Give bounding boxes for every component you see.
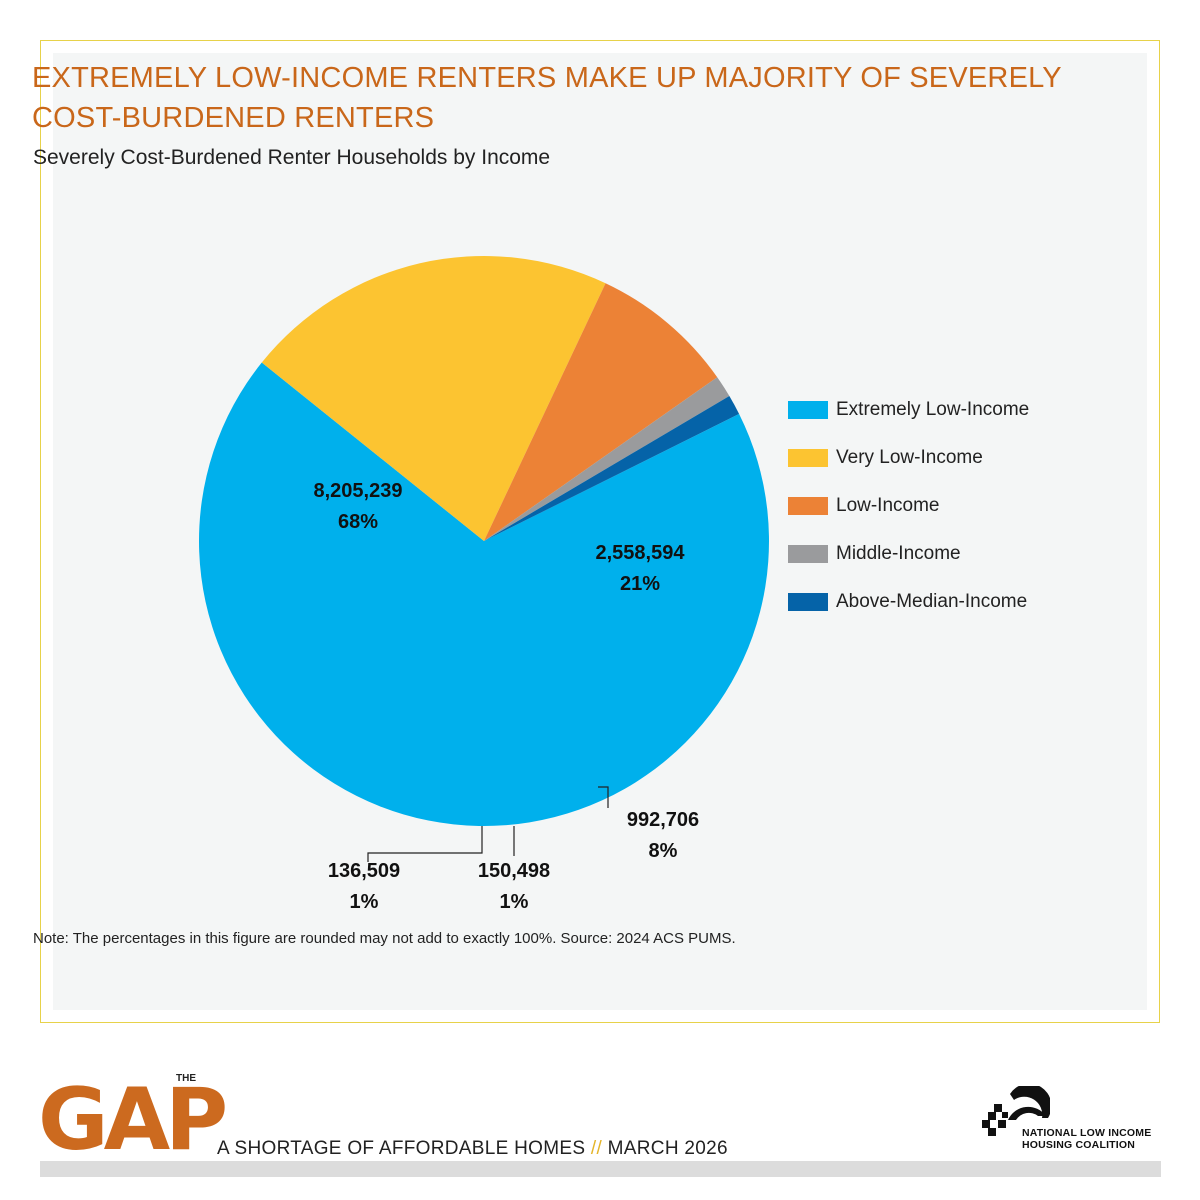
leader-lines bbox=[367, 786, 609, 862]
slice-percent-label: 21% bbox=[620, 573, 660, 595]
legend-label: Low-Income bbox=[836, 495, 940, 516]
slice-value-label: 8,205,239 bbox=[314, 480, 403, 502]
slice-value-label: 136,509 bbox=[328, 860, 400, 882]
slice-percent-label: 1% bbox=[350, 891, 379, 913]
slice-value-label: 150,498 bbox=[478, 860, 550, 882]
legend-item: Very Low-Income bbox=[788, 434, 1029, 482]
nlihc-name-line2: HOUSING COALITION bbox=[1022, 1139, 1136, 1151]
slice-middle-income bbox=[484, 377, 730, 541]
tagline-title: A SHORTAGE OF AFFORDABLE HOMES bbox=[217, 1138, 586, 1159]
tagline-date: MARCH 2026 bbox=[607, 1138, 728, 1159]
leader-line bbox=[367, 826, 483, 862]
slice-percent-label: 1% bbox=[500, 891, 529, 913]
nlihc-name: NATIONAL LOW INCOME HOUSING COALITION bbox=[1022, 1127, 1151, 1151]
legend-item: Extremely Low-Income bbox=[788, 386, 1029, 434]
slice-low-income bbox=[484, 283, 718, 541]
legend: Extremely Low-Income Very Low-Income Low-I… bbox=[788, 386, 1029, 626]
footer-bar bbox=[40, 1161, 1161, 1177]
pie-slices bbox=[199, 255, 769, 826]
nlihc-house-icon bbox=[982, 1086, 1050, 1136]
slice-value-label: 2,558,594 bbox=[596, 542, 686, 564]
slice-percent-label: 8% bbox=[649, 840, 678, 862]
legend-swatch bbox=[788, 497, 828, 515]
report-tagline: A SHORTAGE OF AFFORDABLE HOMES // MARCH … bbox=[217, 1138, 728, 1160]
gap-logo-word: GAP bbox=[38, 1070, 228, 1170]
slice-value-label: 992,706 bbox=[627, 809, 699, 831]
legend-item: Low-Income bbox=[788, 482, 1029, 530]
legend-label: Middle-Income bbox=[836, 543, 961, 564]
legend-label: Very Low-Income bbox=[836, 447, 983, 468]
nlihc-name-line1: NATIONAL LOW INCOME bbox=[1022, 1127, 1152, 1139]
the-gap-logo: GAP THE bbox=[38, 1070, 238, 1170]
legend-swatch bbox=[788, 593, 828, 611]
legend-label: Extremely Low-Income bbox=[836, 399, 1030, 420]
legend-swatch bbox=[788, 545, 828, 563]
leader-line bbox=[598, 786, 609, 808]
tagline-separator: // bbox=[590, 1138, 603, 1159]
chart-card bbox=[40, 40, 1160, 1023]
slice-above-median-income bbox=[484, 396, 740, 541]
slice-labels: 8,205,239 68% 2,558,594 21% 992,706 8% 150,498… bbox=[314, 480, 700, 913]
chart-note: Note: The percentages in this figure are… bbox=[33, 930, 736, 947]
gap-logo-prefix: THE bbox=[176, 1073, 196, 1084]
slice-extremely-low-income bbox=[199, 362, 769, 826]
legend-label: Above-Median-Income bbox=[836, 591, 1028, 612]
chart-title: EXTREMELY LOW-INCOME RENTERS MAKE UP MAJ… bbox=[32, 62, 1062, 134]
nlihc-logo: NATIONAL LOW INCOME HOUSING COALITION bbox=[980, 1086, 1160, 1158]
slice-percent-label: 68% bbox=[338, 511, 378, 533]
slice-very-low-income bbox=[261, 255, 606, 541]
legend-item: Above-Median-Income bbox=[788, 578, 1029, 626]
chart-subtitle: Severely Cost-Burdened Renter Households… bbox=[33, 146, 551, 169]
legend-swatch bbox=[788, 401, 828, 419]
legend-item: Middle-Income bbox=[788, 530, 1029, 578]
legend-swatch bbox=[788, 449, 828, 467]
